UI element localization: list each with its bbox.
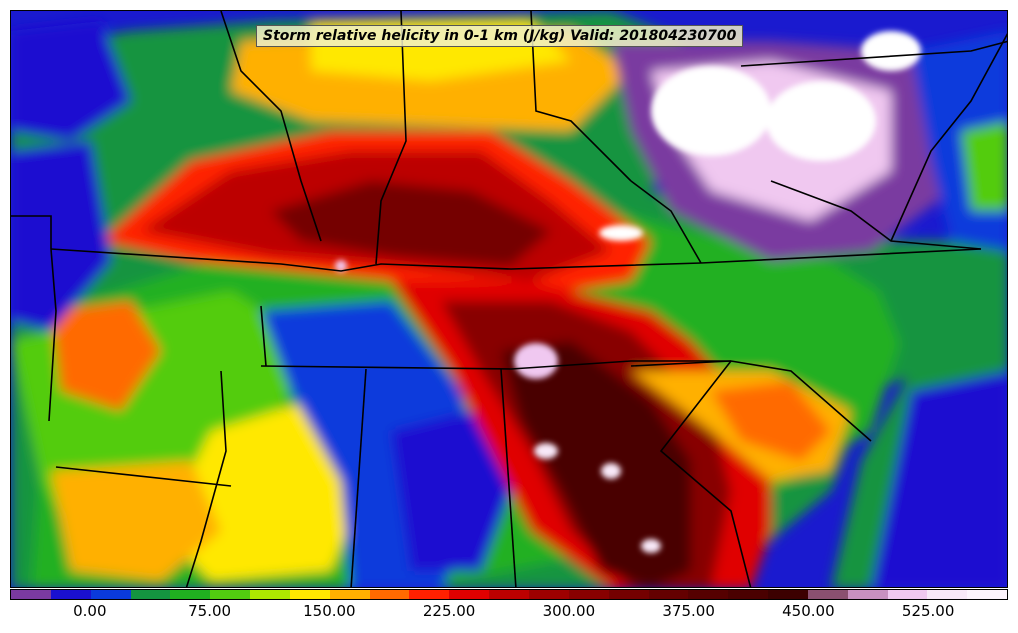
colorbar-segment	[210, 590, 251, 599]
high-helicity-spots	[335, 31, 921, 553]
colorbar-segment	[847, 590, 888, 599]
colorbar-segment	[728, 590, 769, 599]
map-panel: Storm relative helicity in 0-1 km (J/kg)…	[10, 10, 1008, 588]
colorbar-segment	[768, 590, 808, 599]
colorbar-segment	[528, 590, 569, 599]
colorbar-segment	[130, 590, 171, 599]
colorbar-segment	[369, 590, 410, 599]
colorbar-tick-label: 375.00	[662, 602, 715, 620]
colorbar	[10, 589, 1008, 600]
state-boundaries	[11, 11, 1007, 587]
map-title: Storm relative helicity in 0-1 km (J/kg)…	[256, 25, 744, 47]
colorbar-tick-label: 225.00	[422, 602, 476, 620]
colorbar-tick-label: 450.00	[782, 602, 835, 620]
colorbar-segment	[608, 590, 649, 599]
colorbar-segment	[50, 590, 91, 599]
helicity-field-map	[11, 11, 1007, 587]
colorbar-segment	[927, 590, 968, 599]
colorbar-segment	[648, 590, 689, 599]
colorbar-segment	[90, 590, 131, 599]
colorbar-tick-label: 150.00	[303, 602, 356, 620]
colorbar-segment	[807, 590, 848, 599]
colorbar-segment	[289, 590, 330, 599]
colorbar-segment	[568, 590, 609, 599]
colorbar-segment	[170, 590, 211, 599]
colorbar-segment	[250, 590, 290, 599]
colorbar-tick-labels: 0.00 75.00 150.00 225.00 300.00 375.00 450.00 5…	[10, 602, 1008, 626]
helicity-field	[11, 11, 1007, 587]
colorbar-tick-label: 0.00	[73, 602, 107, 620]
colorbar-segment	[688, 590, 729, 599]
colorbar-tick-label: 300.00	[542, 602, 596, 620]
colorbar-segment	[967, 590, 1008, 599]
colorbar-segment	[887, 590, 928, 599]
colorbar-tick-label: 75.00	[188, 602, 232, 620]
colorbar-segment	[489, 590, 529, 599]
colorbar-segment	[449, 590, 490, 599]
colorbar-segment	[11, 590, 51, 599]
colorbar-tick-label: 525.00	[901, 602, 955, 620]
colorbar-segment	[409, 590, 450, 599]
colorbar-segment	[329, 590, 370, 599]
